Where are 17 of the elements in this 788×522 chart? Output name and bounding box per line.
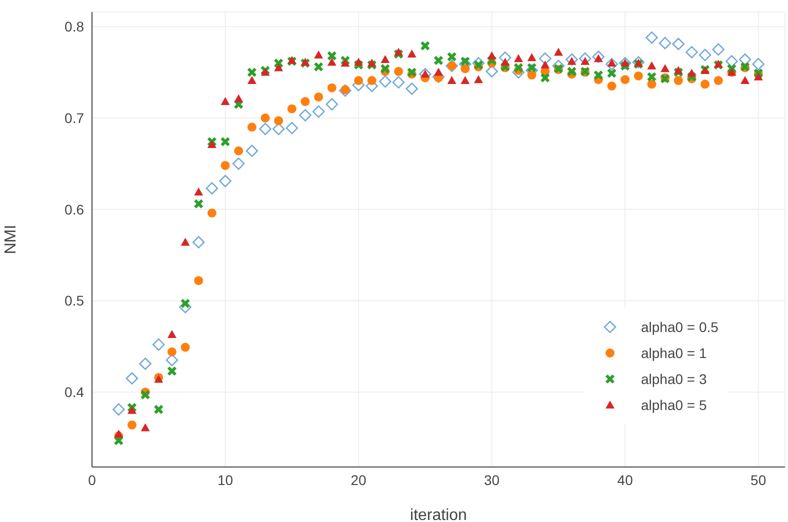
y-tick-label: 0.6 [64,201,84,218]
y-tick-label: 0.8 [64,18,84,35]
y-axis-title: NMI [2,224,20,254]
x-axis-title: iteration [410,507,467,522]
y-tick-label: 0.5 [64,292,84,309]
x-tick-label: 40 [617,472,634,488]
legend-label: alpha0 = 5 [641,397,707,413]
x-tick-label: 0 [88,472,96,488]
legend-label: alpha0 = 1 [641,345,707,361]
x-tick-label: 10 [217,472,234,488]
x-tick-label: 50 [750,472,766,488]
y-tick-label: 0.4 [64,384,84,400]
legend-label: alpha0 = 0.5 [641,319,718,335]
x-tick-label: 30 [484,472,500,488]
x-tick-label: 20 [350,472,367,488]
y-tick-label: 0.7 [64,110,84,126]
legend-label: alpha0 = 3 [641,371,707,387]
